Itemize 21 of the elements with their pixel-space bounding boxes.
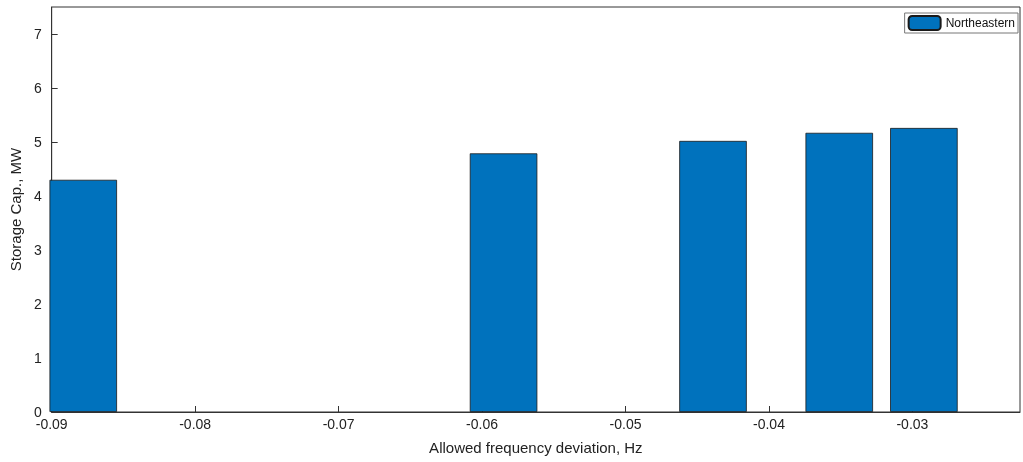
y-tick-label: 5 — [33, 134, 42, 150]
x-tick-label: -0.04 — [752, 416, 786, 432]
x-tick-label: -0.03 — [896, 416, 929, 432]
bar — [679, 140, 747, 412]
x-axis-title: Allowed frequency deviation, Hz — [429, 439, 643, 456]
y-tick-label: 3 — [33, 242, 42, 258]
y-tick-label: 6 — [33, 80, 42, 96]
y-tick-label: 2 — [33, 296, 42, 312]
y-axis-title: Storage Cap., MW — [7, 146, 24, 272]
bar — [805, 132, 874, 412]
legend-label: Northeastern — [945, 16, 1016, 30]
bar — [890, 127, 958, 412]
y-tick-label: 1 — [33, 350, 42, 366]
bar — [469, 153, 538, 412]
bar — [49, 179, 118, 412]
x-tick-label: -0.07 — [322, 416, 355, 432]
x-tick-label: -0.05 — [609, 416, 642, 432]
x-tick-label: -0.08 — [179, 416, 212, 432]
y-tick-label: 7 — [33, 26, 42, 42]
x-tick-label: -0.06 — [466, 416, 499, 432]
y-tick-label: 4 — [33, 188, 42, 204]
